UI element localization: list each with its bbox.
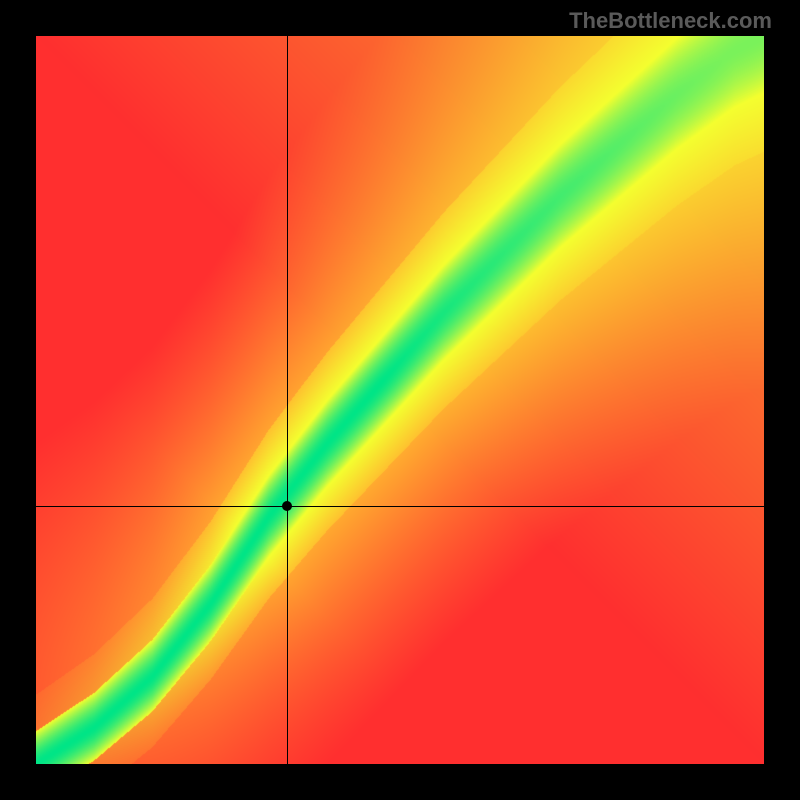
selection-marker (282, 501, 292, 511)
watermark-text: TheBottleneck.com (569, 8, 772, 34)
plot-area (36, 36, 764, 764)
bottleneck-heatmap (36, 36, 764, 764)
crosshair-horizontal (36, 506, 764, 507)
crosshair-vertical (287, 36, 288, 764)
